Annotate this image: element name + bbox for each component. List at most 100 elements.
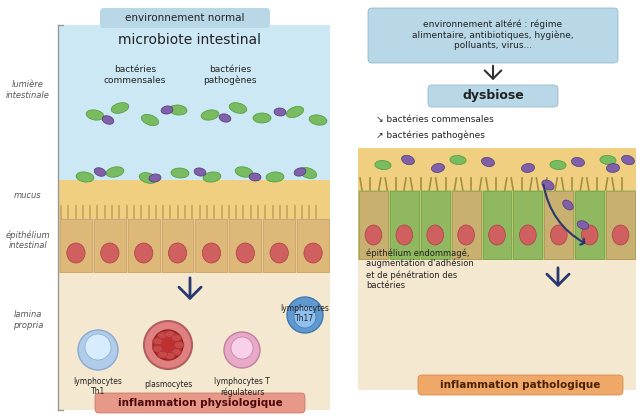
Ellipse shape — [231, 337, 253, 359]
Ellipse shape — [600, 155, 616, 165]
FancyBboxPatch shape — [418, 375, 623, 395]
Text: plasmocytes: plasmocytes — [144, 380, 192, 389]
Bar — [451, 191, 480, 259]
Bar — [544, 191, 573, 259]
Ellipse shape — [153, 330, 183, 360]
Ellipse shape — [203, 172, 221, 182]
Ellipse shape — [309, 115, 327, 125]
Text: épithélium endommagé,
augmentation d'adhésion
et de pénétration des
bactéries: épithélium endommagé, augmentation d'adh… — [366, 248, 474, 290]
Ellipse shape — [153, 345, 163, 352]
Ellipse shape — [249, 173, 261, 181]
FancyBboxPatch shape — [428, 85, 558, 107]
Ellipse shape — [550, 161, 566, 170]
Ellipse shape — [94, 168, 106, 176]
Ellipse shape — [78, 330, 118, 370]
Ellipse shape — [171, 168, 189, 178]
Ellipse shape — [67, 243, 85, 263]
Text: inflammation physiologique: inflammation physiologique — [118, 398, 282, 408]
FancyBboxPatch shape — [100, 8, 270, 28]
Ellipse shape — [171, 334, 182, 342]
Text: bactéries
commensales: bactéries commensales — [104, 65, 166, 85]
Ellipse shape — [270, 243, 289, 263]
Bar — [513, 191, 542, 259]
Ellipse shape — [219, 114, 231, 122]
Ellipse shape — [375, 161, 391, 170]
Ellipse shape — [402, 155, 414, 165]
Bar — [358, 190, 636, 260]
Bar — [229, 219, 261, 272]
Ellipse shape — [153, 338, 163, 345]
Bar — [358, 148, 636, 190]
Text: lamina
propria: lamina propria — [13, 310, 43, 330]
Ellipse shape — [169, 105, 187, 115]
Ellipse shape — [431, 163, 444, 173]
Bar — [60, 219, 92, 272]
Ellipse shape — [235, 167, 253, 177]
Bar — [196, 219, 227, 272]
Ellipse shape — [253, 113, 271, 123]
Text: ↗ bactéries pathogènes: ↗ bactéries pathogènes — [376, 130, 485, 140]
Ellipse shape — [520, 225, 536, 245]
Ellipse shape — [274, 108, 286, 116]
Ellipse shape — [135, 243, 153, 263]
Ellipse shape — [158, 351, 167, 358]
Ellipse shape — [577, 221, 589, 229]
Ellipse shape — [194, 168, 206, 176]
Text: lymphocytes T
régulateurs: lymphocytes T régulateurs — [214, 377, 270, 397]
Ellipse shape — [551, 225, 567, 245]
Ellipse shape — [571, 158, 585, 166]
Ellipse shape — [202, 243, 221, 263]
Bar — [575, 191, 604, 259]
Ellipse shape — [563, 200, 573, 210]
Ellipse shape — [161, 106, 173, 114]
Ellipse shape — [165, 331, 175, 338]
Ellipse shape — [142, 115, 158, 126]
Ellipse shape — [542, 180, 554, 190]
Text: environnement altéré : régime
alimentaire, antibiotiques, hygiène,
polluants, vi: environnement altéré : régime alimentair… — [412, 20, 574, 51]
Ellipse shape — [294, 306, 316, 328]
Ellipse shape — [144, 321, 192, 369]
Bar — [59, 25, 330, 410]
Text: environnement normal: environnement normal — [125, 13, 245, 23]
Ellipse shape — [266, 172, 284, 182]
Bar — [359, 191, 388, 259]
Bar — [162, 219, 193, 272]
Ellipse shape — [236, 243, 254, 263]
Ellipse shape — [100, 243, 119, 263]
Bar — [94, 219, 126, 272]
Ellipse shape — [427, 225, 444, 245]
Ellipse shape — [287, 297, 323, 333]
Ellipse shape — [522, 163, 535, 173]
Ellipse shape — [304, 243, 322, 263]
Ellipse shape — [102, 116, 114, 124]
Text: lymphocytes
Th17: lymphocytes Th17 — [281, 304, 330, 324]
Ellipse shape — [294, 168, 306, 176]
Ellipse shape — [612, 225, 629, 245]
Text: mucus: mucus — [14, 191, 42, 199]
Ellipse shape — [201, 110, 219, 120]
Ellipse shape — [139, 173, 156, 184]
Ellipse shape — [450, 155, 466, 165]
Ellipse shape — [458, 225, 475, 245]
Bar — [59, 218, 330, 273]
Ellipse shape — [158, 332, 167, 339]
Ellipse shape — [171, 349, 182, 356]
Text: ↘ bactéries commensales: ↘ bactéries commensales — [376, 115, 494, 125]
Ellipse shape — [287, 107, 303, 117]
Text: épithélium
intestinal: épithélium intestinal — [6, 230, 50, 250]
Bar — [358, 148, 636, 390]
Ellipse shape — [149, 174, 161, 182]
Text: lumière
intestinale: lumière intestinale — [6, 80, 50, 100]
Bar — [263, 219, 295, 272]
FancyBboxPatch shape — [95, 393, 305, 413]
Ellipse shape — [482, 158, 495, 167]
Bar — [390, 191, 419, 259]
Text: inflammation pathologique: inflammation pathologique — [440, 380, 600, 390]
Ellipse shape — [111, 103, 129, 113]
Bar — [297, 219, 329, 272]
Text: lymphocytes
Th1: lymphocytes Th1 — [73, 377, 122, 396]
Bar — [482, 191, 511, 259]
Ellipse shape — [299, 168, 317, 178]
Ellipse shape — [165, 352, 175, 359]
Bar — [421, 191, 450, 259]
